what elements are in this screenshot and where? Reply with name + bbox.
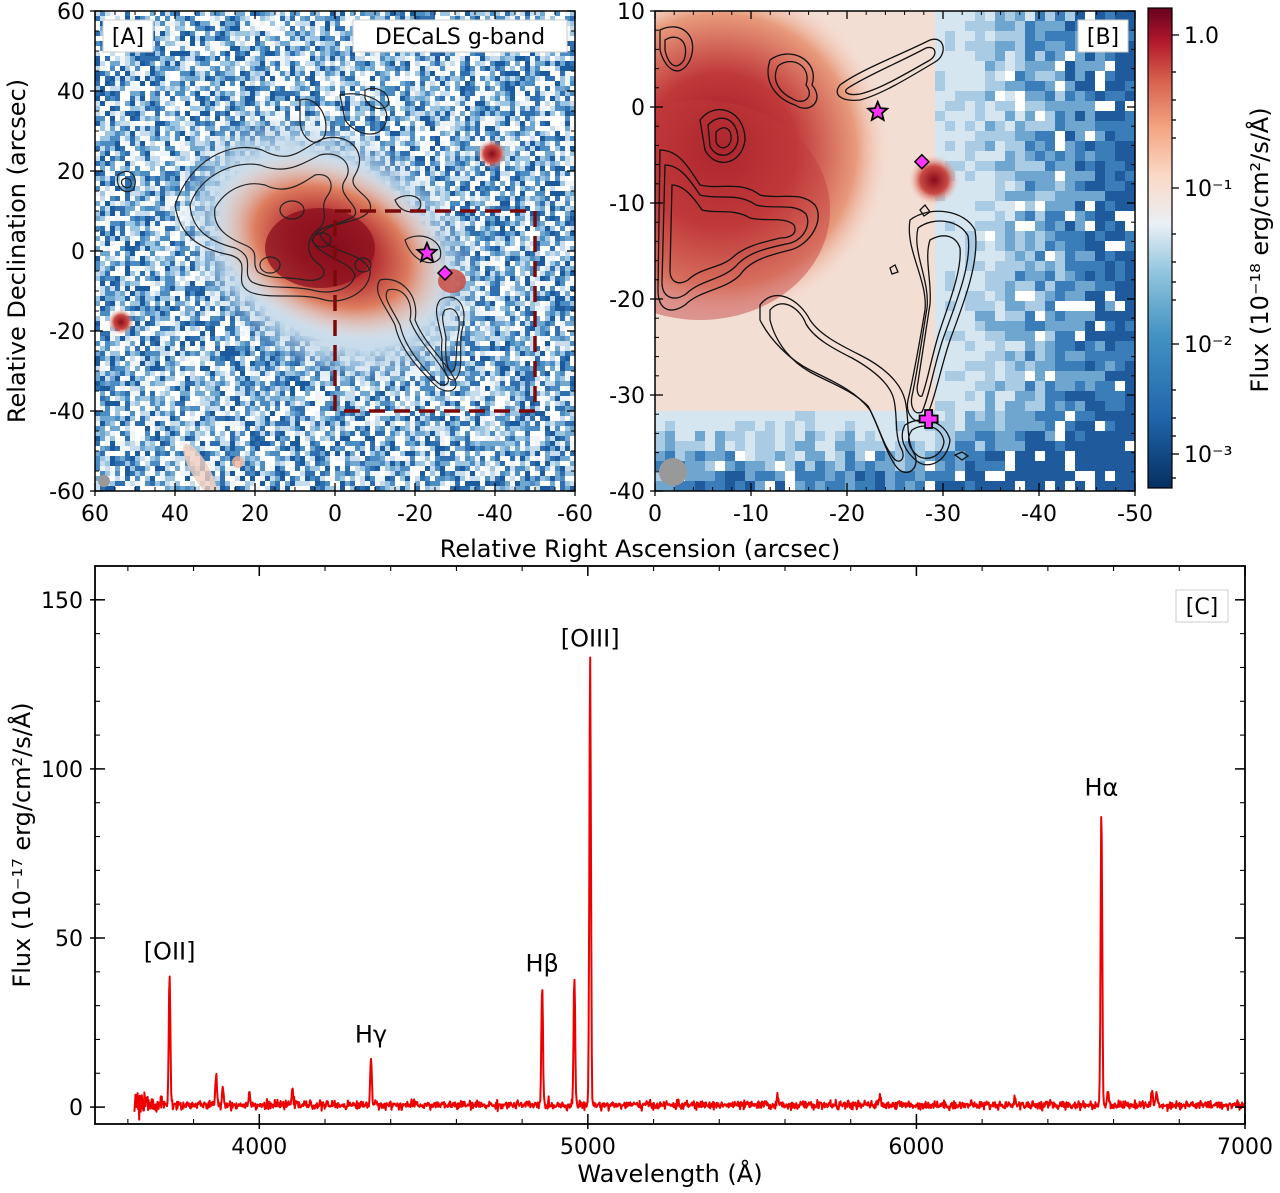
diamond-marker [436, 264, 454, 282]
axes-frame-c [94, 565, 1246, 1125]
zoom-box [333, 209, 537, 413]
emission-line-label: Hα [1084, 773, 1118, 801]
spectrum-xtick-label: 4000 [231, 1135, 287, 1160]
panel-b-ytick-label: 10 [617, 0, 645, 25]
plus-marker [918, 409, 939, 429]
point-source-w [108, 309, 134, 335]
caption-box-a [352, 19, 568, 53]
markers-b [865, 99, 939, 429]
panel-a-ytick-label: 60 [57, 0, 85, 25]
panel-b-xtick-label: -20 [829, 502, 865, 527]
panel-a-xtick-label: 40 [161, 502, 189, 527]
panel-b-xtick-label: -50 [1117, 502, 1153, 527]
galaxy-core-inner [265, 208, 375, 288]
axes-frame-b [654, 10, 1136, 492]
panel-a-ytick-label: 0 [71, 240, 85, 265]
emission-line-label: [OIII] [561, 625, 620, 653]
colorbar-label: Flux (10⁻¹⁸ erg/cm²/s/Å) [1245, 107, 1274, 392]
panel-b-xtick-label: 0 [648, 502, 662, 527]
ticks-b: 0 -10 -20 -30 -40 -50 10 0 -10 -20 -30 -40 [609, 0, 1153, 527]
panel-b-ytick-label: -30 [609, 384, 645, 409]
colorbar-tick-2: 10⁻¹ [1184, 177, 1232, 202]
panel-b-ytick-label: -10 [609, 192, 645, 217]
panel-b-xtick-label: -30 [925, 502, 961, 527]
spectrum-ytick-label: 100 [41, 758, 83, 783]
colorbar-tick-4: 10⁻³ [1184, 443, 1232, 468]
panel-a-xtick-label: 60 [81, 502, 109, 527]
markers-a [415, 240, 454, 282]
panel-b: 0 -10 -20 -30 -40 -50 10 0 -10 -20 -30 -40 [B] [609, 0, 1153, 527]
colorbar-tick-3: 10⁻² [1184, 333, 1232, 358]
panel-a-ytick-label: 20 [57, 160, 85, 185]
panel-b-ytick-label: -20 [609, 288, 645, 313]
small-source [232, 456, 244, 468]
spectrum-line [133, 656, 1245, 1121]
map-y-axis-label: Relative Declination (arcsec) [3, 79, 31, 423]
spectrum-x-axis-label: Wavelength (Å) [577, 1159, 762, 1188]
colorbar-tick-1: 1.0 [1184, 24, 1219, 49]
emission-line-label: Hβ [525, 949, 558, 977]
colorbar-ticks [1172, 34, 1179, 479]
panel-b-ytick-label: 0 [631, 96, 645, 121]
panel-a-xtick-label: -60 [557, 502, 593, 527]
panel-caption-a: DECaLS g-band [375, 25, 545, 50]
line-labels-c: [OII] Hγ Hβ [OIII] Hα [144, 625, 1119, 1049]
panel-label-b: [B] [1087, 25, 1119, 50]
star-marker [415, 240, 439, 263]
panel-a-ytick-label: -60 [49, 480, 85, 505]
panel-b-xtick-label: -10 [733, 502, 769, 527]
spectrum-y-axis-label: Flux (10⁻¹⁷ erg/cm²/s/Å) [7, 702, 36, 987]
spectrum-xtick-label: 7000 [1217, 1135, 1273, 1160]
colorbar-gradient [1147, 7, 1173, 489]
beam-b [659, 458, 687, 486]
galaxy-core-b-2 [655, 100, 830, 320]
streak-feature [183, 443, 217, 491]
emission-line-label: Hγ [355, 1020, 387, 1048]
galaxy-core-b [655, 11, 890, 320]
label-box-c [1175, 589, 1229, 623]
star-marker [865, 99, 890, 122]
panel-a-ytick-label: 40 [57, 80, 85, 105]
spectrum-ytick-label: 0 [69, 1096, 83, 1121]
panel-c: 4000 5000 6000 7000 0 50 100 150 [OII] Hγ Hβ [OIII… [7, 565, 1273, 1188]
beam-a [98, 475, 110, 487]
panel-a-ytick-label: -20 [49, 320, 85, 345]
panel-b-ytick-label: -40 [609, 480, 645, 505]
diamond-marker [913, 153, 930, 170]
panel-label-c: [C] [1186, 595, 1219, 620]
label-box-a [102, 19, 154, 53]
map-x-axis-label: Relative Right Ascension (arcsec) [440, 535, 840, 563]
panel-a-xtick-label: 0 [328, 502, 342, 527]
panel-b-xtick-label: -40 [1021, 502, 1057, 527]
emission-line-label: [OII] [144, 938, 196, 966]
colorbar: 1.0 10⁻¹ 10⁻² 10⁻³ Flux (10⁻¹⁸ erg/cm²/s… [1147, 7, 1274, 489]
spectrum-xtick-label: 5000 [560, 1135, 616, 1160]
panel-label-a: [A] [112, 25, 144, 50]
ticks-c: 4000 5000 6000 7000 0 50 100 150 [41, 566, 1273, 1160]
panel-a-xtick-label: 20 [241, 502, 269, 527]
label-box-b [1077, 19, 1129, 53]
spectrum-ytick-label: 150 [41, 589, 83, 614]
spectrum-xtick-label: 6000 [888, 1135, 944, 1160]
panel-a-ytick-label: -40 [49, 400, 85, 425]
spectrum-ytick-label: 50 [55, 927, 83, 952]
contours-a [116, 87, 465, 392]
panel-a-xtick-label: -40 [477, 502, 513, 527]
point-source-ne [477, 139, 507, 169]
panel-a-xtick-label: -20 [397, 502, 433, 527]
